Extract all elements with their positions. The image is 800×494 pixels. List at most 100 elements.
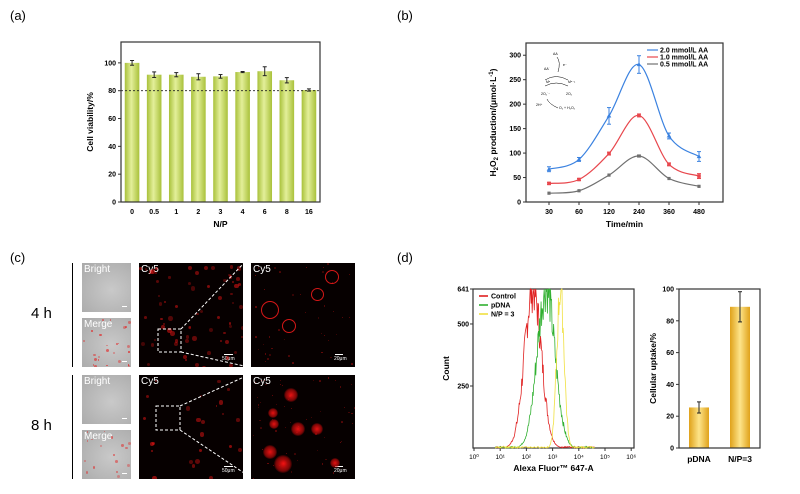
fluorescence-spot: [257, 404, 260, 406]
cell: [280, 460, 287, 467]
fluorescence-spot: [335, 380, 337, 381]
fluorescence-spot: [185, 358, 188, 362]
y-tick-label: 0: [517, 200, 521, 207]
fluorescence-spot: [280, 379, 282, 381]
scale-bar: [224, 354, 233, 355]
legend-label: Control: [491, 294, 516, 301]
x-tick-label: 10⁶: [626, 454, 636, 461]
fluorescence-spot: [122, 325, 126, 329]
fluorescence-spot: [195, 458, 201, 464]
panel-label-b: (b): [397, 8, 413, 23]
fluorescence-spot: [317, 449, 319, 451]
scale-bar: [122, 306, 127, 307]
x-tick-label: 10⁵: [600, 454, 610, 461]
fluorescence-spot: [255, 275, 257, 276]
fluorescence-spot: [341, 317, 343, 319]
fluorescence-spot: [188, 326, 191, 329]
y-tick-label: 100: [662, 287, 674, 294]
fluorescence-spot: [215, 404, 218, 407]
fluorescence-spot: [155, 279, 159, 283]
scheme-arrow: [546, 98, 559, 109]
fluorescence-spot: [115, 343, 118, 346]
fluorescence-spot: [195, 270, 200, 275]
image-caption: Bright: [84, 376, 111, 387]
scheme-label: 2O₂˙⁻: [541, 92, 550, 96]
fluorescence-spot: [260, 427, 262, 429]
data-point: [637, 154, 641, 158]
fluorescence-spot: [263, 288, 265, 290]
fluorescence-spot: [255, 381, 257, 383]
legend-label: 2.0 mmol/L AA: [660, 48, 708, 55]
fluorescence-spot: [170, 331, 175, 336]
fluorescence-spot: [321, 333, 323, 335]
fluorescence-spot: [236, 277, 240, 281]
fluorescence-spot: [306, 418, 308, 421]
y-tick-label: 80: [108, 88, 116, 95]
x-tick-label: 120: [603, 209, 615, 216]
fluorescence-spot: [93, 357, 97, 361]
cell: [291, 422, 305, 436]
fluorescence-spot: [290, 408, 292, 410]
fluorescence-spot: [237, 448, 242, 453]
cell: [325, 270, 339, 284]
bar: [689, 407, 709, 448]
fluorescence-spot: [127, 364, 130, 367]
cell: [330, 458, 340, 468]
fluorescence-spot: [253, 435, 255, 437]
fluorescence-spot: [105, 364, 108, 367]
fluorescence-spot: [85, 471, 89, 474]
fluorescence-spot: [290, 471, 293, 473]
scheme-label: AA˙: [544, 67, 550, 71]
fluorescence-spot: [185, 335, 189, 339]
bar: [257, 71, 273, 202]
fluorescence-spot: [103, 430, 106, 433]
fluorescence-spot: [254, 306, 257, 309]
scheme-arrow: [556, 56, 560, 73]
fluorescence-spot: [268, 336, 271, 338]
data-point: [697, 184, 701, 188]
fluorescence-spot: [219, 340, 222, 343]
y-tick-label: 80: [666, 318, 674, 325]
fluorescence-spot: [222, 413, 225, 416]
fluorescence-spot: [269, 353, 271, 356]
cell: [282, 319, 296, 333]
x-tick-label: 10⁴: [574, 454, 584, 461]
data-point: [697, 174, 701, 178]
fluorescence-spot: [327, 340, 329, 342]
fluorescence-spot: [335, 333, 337, 335]
fluorescence-spot: [255, 336, 257, 338]
fluorescence-spot: [202, 366, 206, 367]
row-divider-4h: [72, 263, 73, 367]
fluorescence-spot: [201, 420, 205, 424]
x-tick-label: 10³: [548, 454, 558, 461]
y-tick-label: 40: [108, 144, 116, 151]
data-point: [607, 151, 611, 156]
fluorescence-spot: [92, 363, 95, 366]
x-tick-label: 10¹: [495, 454, 505, 461]
data-point: [606, 113, 612, 118]
scale-label: 20μm: [334, 356, 347, 362]
y-axis-label: Cell viability/%: [85, 92, 95, 152]
image-caption: Bright: [84, 264, 111, 275]
scale-bar: [335, 466, 343, 467]
x-tick-label: 3: [219, 209, 223, 216]
scale-bar: [122, 361, 127, 362]
data-point: [547, 191, 551, 195]
x-tick-label: 0.5: [149, 209, 159, 216]
fluorescence-spot: [284, 427, 286, 429]
data-point: [576, 157, 582, 162]
x-tick-label: 16: [305, 209, 313, 216]
fluorescence-spot: [144, 268, 148, 271]
fluorescence-spot: [230, 293, 233, 296]
fluorescence-spot: [216, 379, 221, 384]
fluorescence-spot: [310, 416, 313, 419]
fluorescence-spot: [125, 326, 127, 329]
scheme-label: 2O₂: [566, 92, 573, 96]
y-tick-label: 20: [108, 172, 116, 179]
fluorescence-spot: [292, 362, 294, 364]
fluorescence-spot: [144, 316, 147, 320]
y-axis-label: H2O2 production/(μmol·L-1): [488, 68, 500, 176]
bar: [146, 74, 162, 202]
fluorescence-spot: [91, 438, 93, 441]
fluorescence-spot: [184, 339, 189, 344]
